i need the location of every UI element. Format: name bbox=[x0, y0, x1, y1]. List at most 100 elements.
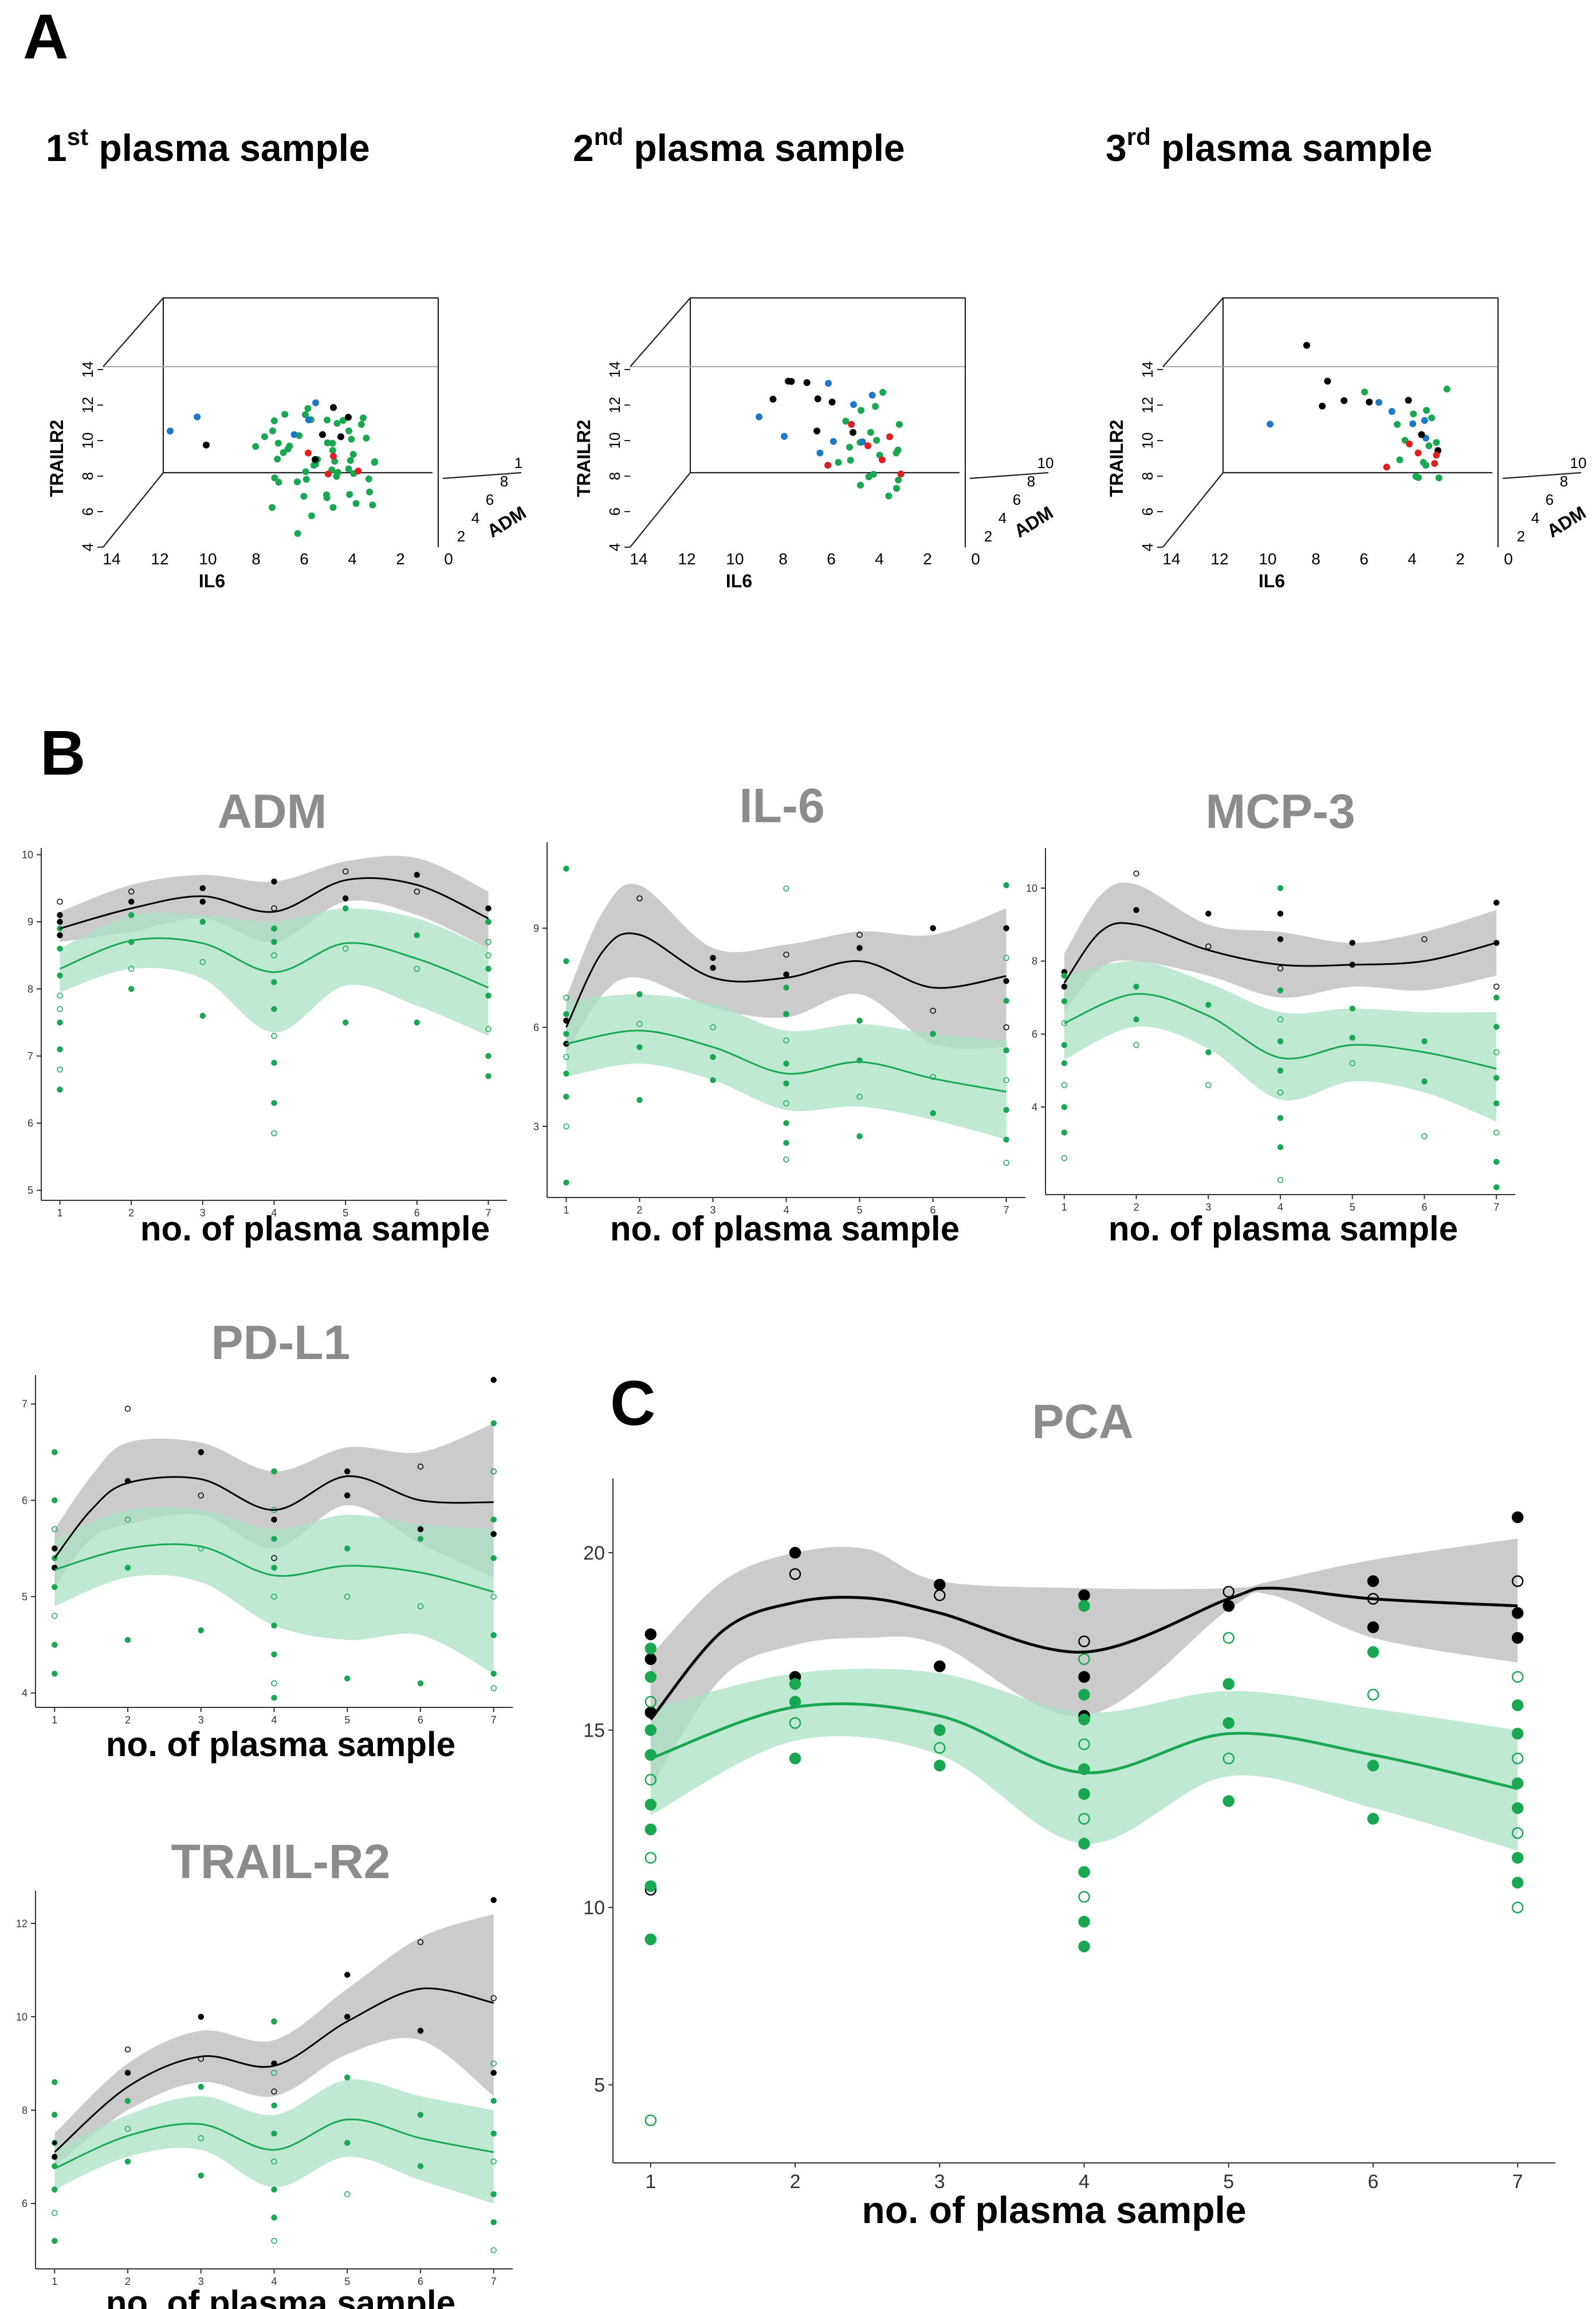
data-point-green bbox=[1222, 1632, 1235, 1644]
data-point-black bbox=[128, 898, 135, 905]
data-point-black bbox=[490, 1377, 497, 1383]
x-tick-label: 10 bbox=[726, 550, 744, 568]
scatter-point-black bbox=[1405, 396, 1412, 404]
data-point-green bbox=[417, 1603, 424, 1609]
y-tick-label: 6 bbox=[22, 1495, 27, 1506]
x-tick-label: 6 bbox=[827, 550, 836, 568]
x-axis-label: no. of plasma sample bbox=[1108, 1210, 1458, 1248]
data-point-green bbox=[57, 1019, 63, 1026]
data-point-green bbox=[1277, 1038, 1284, 1044]
data-point-green bbox=[417, 2163, 424, 2169]
data-point-black bbox=[198, 2013, 205, 2020]
chart-title: MCP-3 bbox=[1205, 784, 1355, 838]
data-point-green bbox=[930, 1074, 936, 1080]
chart-title: PCA bbox=[1032, 1395, 1133, 1448]
scatter-point-green bbox=[1443, 386, 1450, 392]
data-point-green bbox=[644, 1852, 657, 1864]
data-point-green bbox=[789, 1752, 801, 1765]
data-point-green bbox=[783, 1061, 789, 1067]
scatter-point-black bbox=[803, 379, 811, 386]
box-edge-bottom-left bbox=[103, 472, 164, 548]
x-tick-label: 1 bbox=[57, 1207, 63, 1219]
y-tick-label: 14 bbox=[79, 362, 96, 378]
data-point-green bbox=[124, 2158, 131, 2165]
data-point-green bbox=[644, 1671, 657, 1683]
data-point-green bbox=[644, 1823, 657, 1836]
x-tick-label: 8 bbox=[779, 550, 788, 568]
data-point-green bbox=[1511, 1727, 1524, 1740]
data-point-green bbox=[485, 1073, 492, 1079]
data-point-green bbox=[783, 1140, 789, 1146]
data-point-green bbox=[52, 2111, 58, 2118]
scatter-point-black bbox=[769, 395, 777, 403]
data-point-green bbox=[344, 2191, 351, 2197]
scatter-point-green bbox=[858, 407, 864, 414]
data-point-green bbox=[1078, 1891, 1090, 1903]
data-point-green bbox=[52, 1613, 58, 1619]
data-point-green bbox=[1511, 1671, 1524, 1683]
data-point-black bbox=[930, 1007, 936, 1014]
data-point-black bbox=[856, 932, 863, 938]
scatter-point-green bbox=[274, 455, 281, 463]
y-tick-label: 5 bbox=[27, 1185, 33, 1196]
data-point-green bbox=[1078, 1788, 1090, 1800]
x-tick-label: 5 bbox=[344, 2276, 350, 2287]
data-point-green bbox=[856, 1018, 863, 1024]
data-point-green bbox=[344, 1593, 351, 1600]
data-point-green bbox=[271, 2102, 277, 2109]
data-point-green bbox=[485, 918, 492, 925]
scatter-point-green bbox=[1428, 414, 1436, 422]
confidence-band-green bbox=[54, 2079, 494, 2204]
x-axis-label: no. of plasma sample bbox=[140, 1210, 490, 1248]
data-point-green bbox=[1277, 1016, 1284, 1023]
scatter-point-green bbox=[363, 434, 370, 442]
x-tick-label: 3 bbox=[710, 1204, 716, 1216]
scatter-point-black bbox=[203, 441, 210, 449]
scatter-point-green bbox=[269, 427, 276, 434]
data-point-green bbox=[710, 1054, 716, 1061]
data-point-black bbox=[1061, 983, 1068, 990]
panel-label-b: B bbox=[40, 718, 86, 788]
x-tick-label: 7 bbox=[1004, 1204, 1009, 1216]
scatter-point-black bbox=[1418, 431, 1425, 438]
x-tick-label: 6 bbox=[1368, 2171, 1379, 2193]
data-point-green bbox=[52, 1670, 58, 1677]
z-tick-label: 1 bbox=[514, 454, 522, 472]
data-point-green bbox=[52, 1584, 58, 1591]
scatter-point-black bbox=[330, 404, 337, 411]
x-tick-label: 8 bbox=[251, 550, 261, 568]
scatter-point-green bbox=[284, 445, 292, 453]
data-point-green bbox=[199, 1012, 206, 1019]
y-tick-label: 10 bbox=[583, 1897, 605, 1919]
data-point-black bbox=[1493, 983, 1500, 990]
data-point-green bbox=[1493, 1100, 1500, 1107]
data-point-green bbox=[563, 1011, 569, 1018]
data-point-green bbox=[1277, 1144, 1284, 1150]
scatter-point-red bbox=[355, 468, 362, 475]
data-point-green bbox=[52, 2237, 58, 2244]
data-point-green bbox=[490, 2158, 497, 2165]
data-point-green bbox=[1222, 1717, 1235, 1729]
data-point-green bbox=[1511, 1752, 1524, 1765]
confidence-band-green bbox=[566, 994, 1007, 1140]
scatter-point-green bbox=[1361, 388, 1368, 396]
data-point-green bbox=[1133, 1042, 1139, 1049]
data-point-black bbox=[710, 964, 716, 971]
scatter-point-red bbox=[305, 449, 312, 457]
y-tick-label: 10 bbox=[606, 433, 623, 449]
y-axis-label: TRAILR2 bbox=[1106, 419, 1127, 497]
data-point-green bbox=[490, 1420, 497, 1427]
scatter-point-green bbox=[879, 388, 886, 396]
data-point-black bbox=[417, 2028, 424, 2034]
data-point-green bbox=[1078, 1738, 1090, 1750]
y-tick-label: 9 bbox=[27, 916, 33, 928]
scatter-point-green bbox=[1412, 473, 1420, 480]
x-tick-label: 10 bbox=[199, 550, 217, 568]
data-point-green bbox=[783, 1156, 789, 1163]
data-point-green bbox=[1277, 1067, 1284, 1074]
data-point-black bbox=[490, 1897, 497, 1903]
scatter-point-blue bbox=[868, 391, 876, 399]
x-tick-label: 6 bbox=[414, 1207, 420, 1219]
